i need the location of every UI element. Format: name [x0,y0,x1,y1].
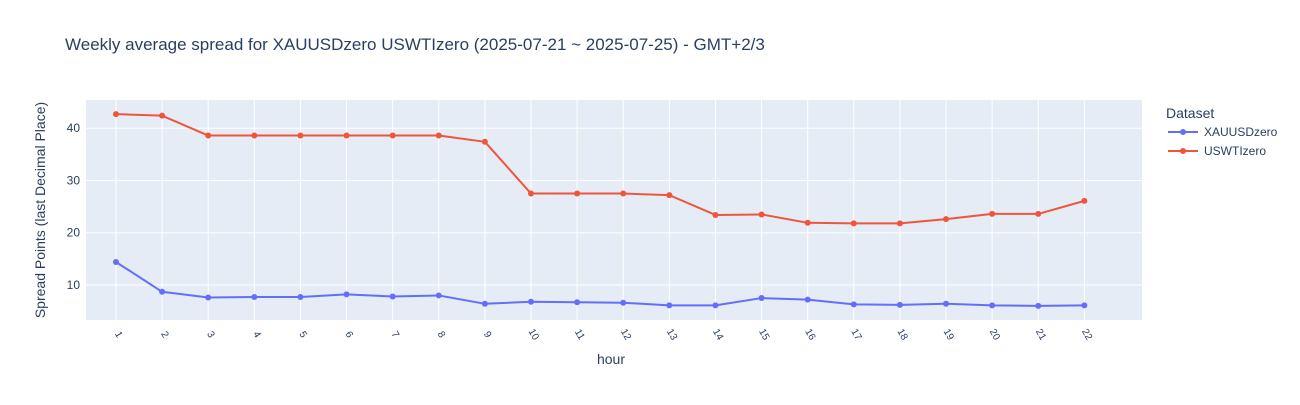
x-tick-label: 8 [435,330,448,341]
x-tick-label: 18 [895,327,910,343]
x-tick-label: 20 [987,327,1002,343]
data-point[interactable] [527,190,534,197]
data-point[interactable] [1035,302,1042,309]
legend-item-uswtizero[interactable]: USWTIzero [1168,144,1266,158]
data-point[interactable] [389,132,396,139]
data-point[interactable] [112,111,119,118]
data-point[interactable] [481,300,488,307]
series-uswtizero [112,111,1088,227]
series-xauusdzero [112,258,1088,309]
data-point[interactable] [159,288,166,295]
x-tick-label: 19 [941,327,956,343]
legend-item-xauusdzero[interactable]: XAUUSDzero [1168,125,1278,139]
y-axis-title: Spread Points (last Decimal Place) [32,102,48,318]
series-layer [112,111,1088,309]
legend-label: USWTIzero [1204,144,1266,158]
data-point[interactable] [389,293,396,300]
x-tick-label: 3 [204,330,217,341]
data-point[interactable] [666,192,673,199]
x-tick-label: 21 [1033,327,1048,343]
x-tick-label: 17 [848,327,863,343]
data-point[interactable] [896,301,903,308]
data-point[interactable] [620,190,627,197]
legend-title: Dataset [1166,105,1214,121]
legend-marker-icon [1180,148,1186,154]
data-point[interactable] [989,302,996,309]
data-point[interactable] [712,211,719,218]
plot-area [86,100,1142,320]
data-point[interactable] [850,220,857,227]
y-axis-ticks: 10 20 30 40 [67,121,81,292]
legend-marker-icon [1180,129,1186,135]
x-tick-label: 4 [250,330,263,341]
y-tick-label: 30 [67,173,81,187]
data-point[interactable] [297,294,304,301]
data-point[interactable] [1035,210,1042,217]
x-tick-label: 22 [1079,327,1094,343]
data-point[interactable] [574,299,581,306]
data-point[interactable] [343,132,350,139]
data-point[interactable] [896,220,903,227]
data-point[interactable] [943,216,950,223]
x-tick-label: 15 [756,327,771,343]
data-point[interactable] [989,210,996,217]
legend-label: XAUUSDzero [1204,125,1278,139]
data-point[interactable] [159,112,166,119]
x-tick-label: 10 [526,327,541,343]
x-tick-label: 13 [664,327,679,343]
data-point[interactable] [343,291,350,298]
data-point[interactable] [112,258,119,265]
series-line [115,261,1085,307]
x-tick-label: 5 [296,330,309,341]
data-point[interactable] [1081,302,1088,309]
data-point[interactable] [712,302,719,309]
data-point[interactable] [574,190,581,197]
chart-title: Weekly average spread for XAUUSDzero USW… [65,35,765,54]
x-axis-ticks: 1 2 3 4 5 6 7 8 9 10 11 12 13 14 15 16 17 18 19 20 21 22 [112,327,1094,343]
data-point[interactable] [620,299,627,306]
x-tick-label: 12 [618,327,633,343]
data-point[interactable] [527,298,534,305]
x-tick-label: 6 [343,330,356,341]
data-point[interactable] [481,138,488,145]
data-point[interactable] [205,294,212,301]
y-tick-label: 40 [67,121,81,135]
series-line [115,113,1085,225]
legend: Dataset XAUUSDzero USWTIzero [1166,105,1278,158]
data-point[interactable] [251,294,258,301]
data-point[interactable] [1081,197,1088,204]
data-point[interactable] [804,296,811,303]
data-point[interactable] [758,211,765,218]
data-point[interactable] [251,132,258,139]
x-tick-label: 14 [710,327,725,343]
data-point[interactable] [297,132,304,139]
x-tick-label: 9 [481,330,494,341]
data-point[interactable] [943,300,950,307]
data-point[interactable] [205,132,212,139]
y-tick-label: 20 [67,226,81,240]
x-tick-label: 16 [802,327,817,343]
x-axis-title: hour [597,351,625,367]
data-point[interactable] [804,219,811,226]
data-point[interactable] [666,302,673,309]
legend-items: XAUUSDzero USWTIzero [1168,125,1278,158]
data-point[interactable] [758,295,765,302]
x-tick-label: 2 [158,330,171,341]
data-point[interactable] [850,301,857,308]
data-point[interactable] [435,292,442,299]
data-point[interactable] [435,132,442,139]
x-tick-label: 7 [389,330,402,341]
x-tick-label: 1 [112,330,125,341]
y-tick-label: 10 [67,278,81,292]
